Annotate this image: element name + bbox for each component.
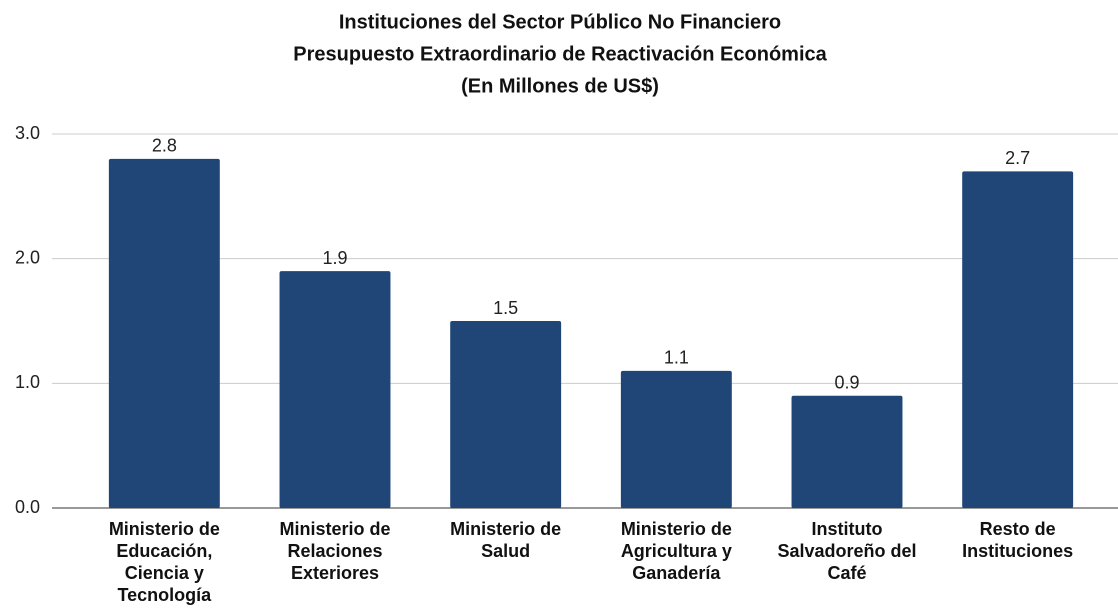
y-tick-label: 2.0 [15, 247, 40, 267]
x-tick-label: Resto de Instituciones [962, 519, 1074, 561]
y-tick-label: 1.0 [15, 372, 40, 392]
y-tick-label: 3.0 [15, 123, 40, 143]
data-label: 1.5 [493, 298, 518, 318]
bar [620, 370, 732, 508]
data-label: 2.7 [1005, 148, 1030, 168]
data-label: 0.9 [834, 373, 859, 393]
bar [279, 271, 391, 508]
x-tick-label: Instituto Salvadoreño del Café [777, 519, 917, 583]
data-label: 2.8 [152, 136, 177, 156]
data-label: 1.1 [664, 348, 689, 368]
bar [962, 171, 1074, 508]
data-label: 1.9 [322, 248, 347, 268]
bar [450, 321, 562, 508]
chart-title: Instituciones del Sector Público No Fina… [339, 11, 781, 33]
x-tick-label: Ministerio de Agricultura y Ganadería [620, 519, 732, 583]
bar [108, 158, 220, 508]
x-tick-label: Ministerio de Salud [450, 519, 562, 561]
bar [791, 395, 903, 508]
chart-title: Presupuesto Extraordinario de Reactivaci… [293, 43, 827, 65]
chart-title: (En Millones de US$) [461, 75, 659, 97]
x-tick-label: Ministerio de Educación, Ciencia y Tecno… [108, 519, 220, 605]
y-tick-label: 0.0 [15, 497, 40, 517]
x-tick-label: Ministerio de Relaciones Exteriores [279, 519, 391, 583]
